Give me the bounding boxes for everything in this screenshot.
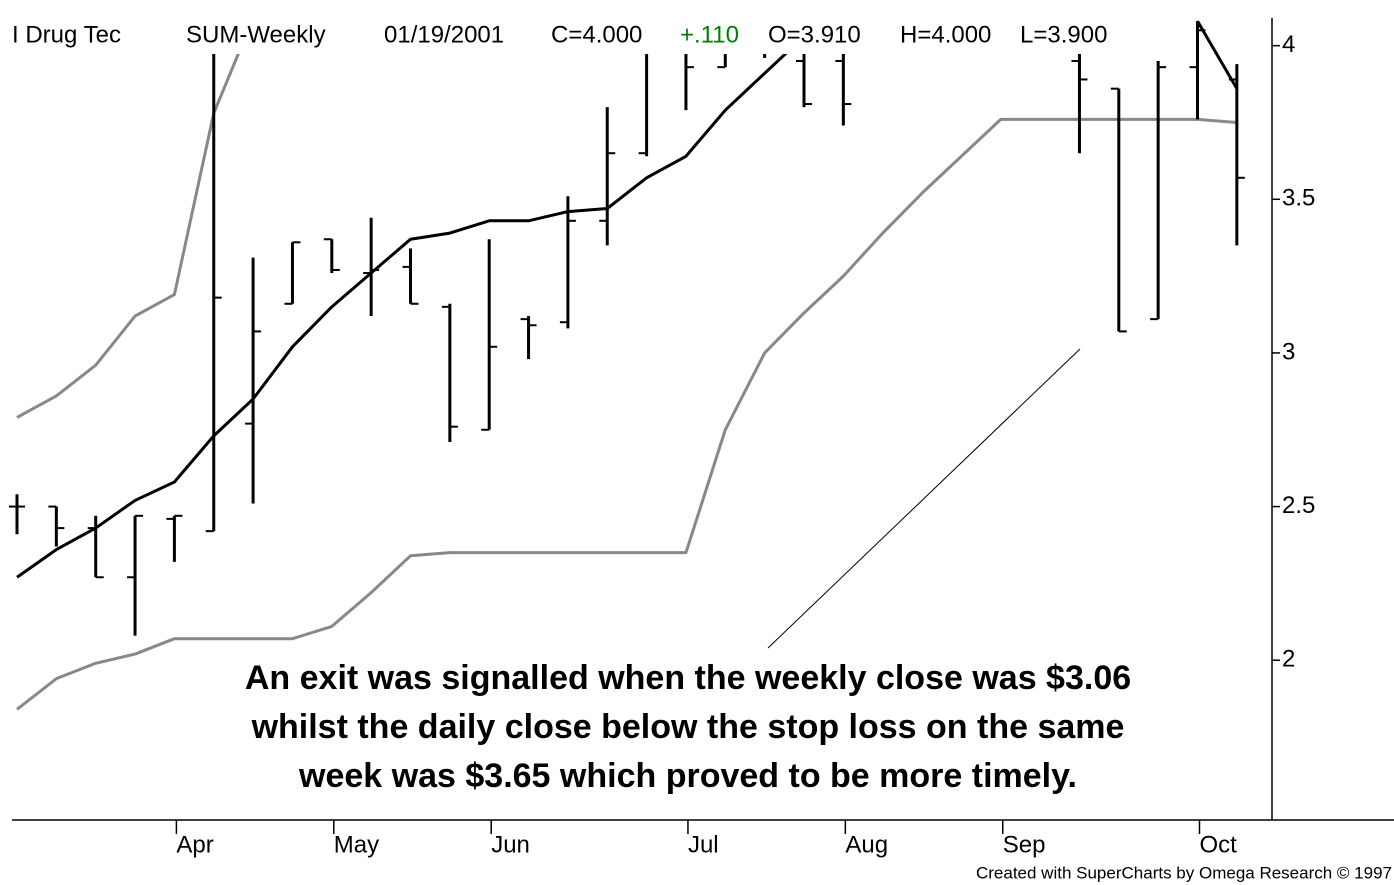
footer: Created with SuperCharts by Omega Resear… — [976, 863, 1392, 882]
header-item: 01/19/2001 — [384, 21, 504, 48]
header-item: O=3.910 — [768, 21, 861, 48]
x-tick-label: Sep — [1003, 831, 1046, 858]
plot-area — [9, 18, 1245, 711]
y-tick-label: 3.5 — [1282, 185, 1315, 212]
annotation-line: whilst the daily close below the stop lo… — [251, 708, 1125, 746]
line-series — [16, 20, 1239, 579]
header-item: L=3.900 — [1020, 21, 1107, 48]
annotation-arrow — [767, 348, 1081, 649]
line-series — [16, 18, 255, 419]
x-tick-label: Oct — [1200, 831, 1238, 858]
header-item: H=4.000 — [900, 21, 991, 48]
header-item: I Drug Tec — [12, 21, 121, 48]
header-bg — [0, 18, 1150, 54]
x-tick-label: Jun — [491, 831, 530, 858]
annotation-line: An exit was signalled when the weekly cl… — [245, 659, 1131, 697]
y-tick-label: 4 — [1282, 31, 1295, 58]
x-tick-label: Jul — [688, 831, 719, 858]
x-tick-label: Apr — [176, 831, 213, 858]
header-item: SUM-Weekly — [186, 21, 326, 48]
header-change: +.110 — [680, 21, 739, 48]
line-series — [16, 117, 1237, 711]
x-tick-label: Aug — [845, 831, 888, 858]
y-tick-label: 3 — [1282, 338, 1295, 365]
x-tick-label: May — [334, 831, 379, 858]
y-tick-label: 2 — [1282, 646, 1295, 673]
annotation-line: week was $3.65 which proved to be more t… — [298, 757, 1077, 795]
y-tick-label: 2.5 — [1282, 492, 1315, 519]
header-item: C=4.000 — [551, 21, 642, 48]
